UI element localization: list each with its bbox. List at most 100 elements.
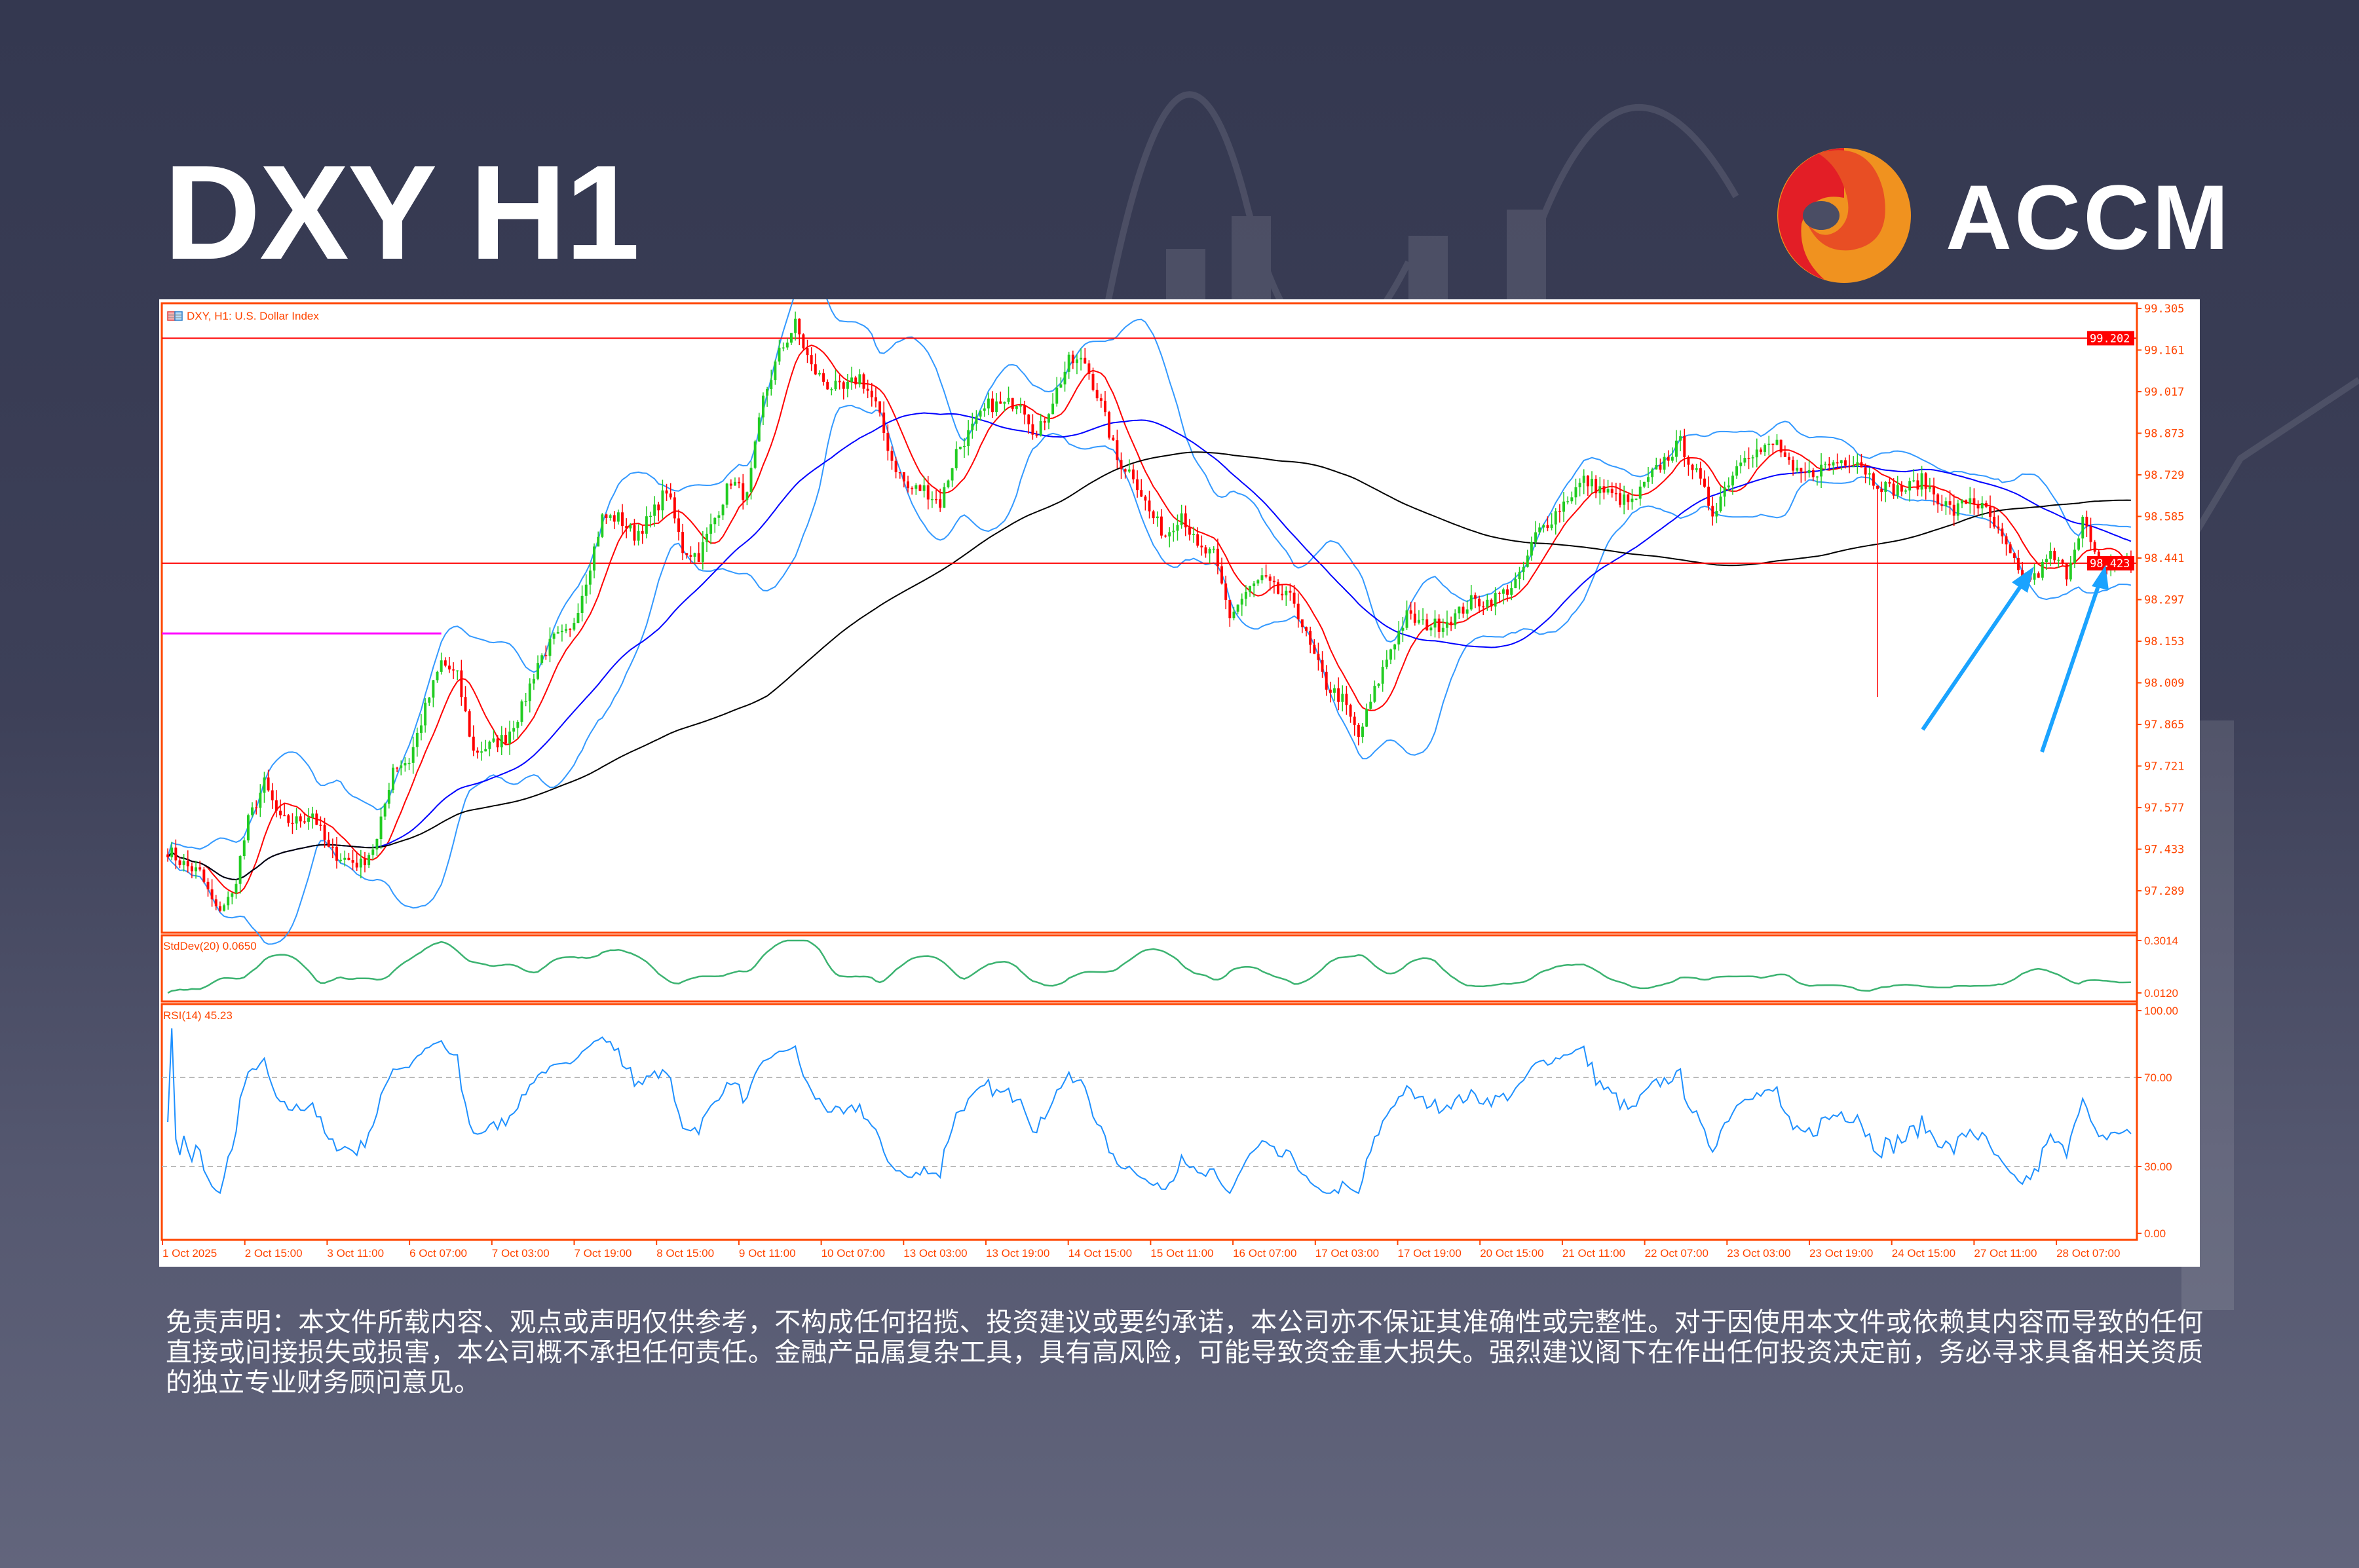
candle-body — [392, 768, 394, 791]
candle — [1188, 519, 1191, 541]
candle — [1719, 486, 1722, 513]
candle-body — [1152, 511, 1155, 519]
candle-body — [1160, 516, 1163, 536]
candle — [1715, 502, 1718, 523]
candle-body — [1582, 476, 1585, 483]
candle — [274, 790, 278, 817]
candle — [1268, 574, 1272, 591]
candle — [629, 523, 632, 532]
candle — [569, 628, 572, 637]
candle — [1779, 439, 1783, 458]
candle — [874, 387, 877, 408]
candle — [1469, 585, 1473, 611]
candle-body — [1208, 548, 1211, 554]
candle-body — [1321, 660, 1324, 672]
candle-body — [339, 859, 343, 861]
candle-body — [629, 525, 632, 529]
candle-body — [1031, 424, 1034, 435]
candle — [2089, 517, 2092, 551]
candle-body — [1116, 440, 1119, 460]
price-tag — [2087, 555, 2134, 570]
candle — [1369, 694, 1372, 710]
candle-body — [1747, 458, 1750, 459]
candle-body — [351, 860, 354, 863]
candle — [428, 697, 431, 706]
candle-body — [1184, 513, 1187, 528]
candle-body — [1884, 481, 1887, 492]
candle-body — [1900, 485, 1903, 492]
candle — [2033, 563, 2036, 585]
candle — [742, 474, 745, 510]
candle-body — [368, 855, 371, 865]
candle-body — [1232, 611, 1236, 618]
candle — [1240, 593, 1243, 616]
candle-body — [673, 497, 676, 519]
candle-body — [1647, 477, 1650, 482]
candle-body — [1365, 709, 1368, 727]
candle-body — [958, 446, 962, 449]
candle — [1264, 564, 1268, 579]
candle — [1803, 462, 1807, 481]
candle — [850, 366, 854, 390]
candle-body — [1803, 471, 1807, 474]
candle-body — [1220, 566, 1224, 584]
candle — [1019, 398, 1022, 413]
candle — [1965, 499, 1968, 504]
candle — [1156, 511, 1159, 527]
candle-body — [2045, 559, 2048, 563]
candle — [368, 852, 371, 868]
price-tick-label: 98.297 — [2144, 593, 2184, 607]
candle — [1260, 567, 1264, 584]
candle — [685, 553, 689, 559]
candle — [1333, 684, 1336, 701]
candle — [524, 693, 527, 707]
candle-body — [1063, 371, 1066, 384]
candle — [1289, 583, 1292, 601]
candle-body — [424, 702, 427, 726]
candle-body — [922, 485, 926, 491]
candle — [609, 513, 612, 521]
candle-body — [1876, 485, 1879, 489]
candle-body — [1699, 468, 1702, 479]
candle — [1638, 480, 1642, 506]
candle — [552, 632, 556, 644]
price-tick-label: 98.729 — [2144, 469, 2184, 482]
candle — [1767, 436, 1771, 456]
candle-body — [802, 334, 805, 348]
candle-body — [1216, 548, 1219, 567]
candle — [231, 892, 234, 905]
candle — [190, 862, 193, 878]
candle-body — [1425, 619, 1429, 631]
candle — [315, 810, 318, 825]
price-chart[interactable]: 99.202 98.423 99.305 99.161 99.017 98.873 98.7… — [159, 299, 2200, 1267]
candle-body — [1820, 464, 1823, 477]
candle — [1103, 391, 1106, 417]
candle — [1876, 485, 1879, 698]
candle — [907, 476, 909, 493]
candle — [1747, 447, 1750, 470]
candle — [1800, 468, 1803, 483]
candle-body — [1606, 489, 1610, 493]
rsi-tick-label: 100.00 — [2144, 1005, 2178, 1017]
candle — [1027, 414, 1030, 434]
candle — [1735, 460, 1739, 479]
candle — [1792, 456, 1795, 476]
candle-body — [335, 846, 338, 861]
candle — [2045, 554, 2048, 570]
candle-body — [1293, 592, 1296, 604]
candle — [440, 652, 443, 675]
candle-body — [1281, 593, 1284, 595]
candle — [343, 850, 347, 867]
candle — [1824, 461, 1827, 470]
candle — [419, 714, 423, 741]
candle-body — [609, 515, 612, 518]
candle-body — [1120, 460, 1123, 470]
candle — [1277, 579, 1279, 595]
indicator-overlays — [162, 299, 2137, 1195]
candle-body — [504, 735, 507, 744]
candle — [210, 879, 214, 907]
candle — [1345, 686, 1348, 715]
candle — [1498, 591, 1501, 604]
candle — [625, 518, 628, 538]
candle-body — [2009, 544, 2012, 553]
